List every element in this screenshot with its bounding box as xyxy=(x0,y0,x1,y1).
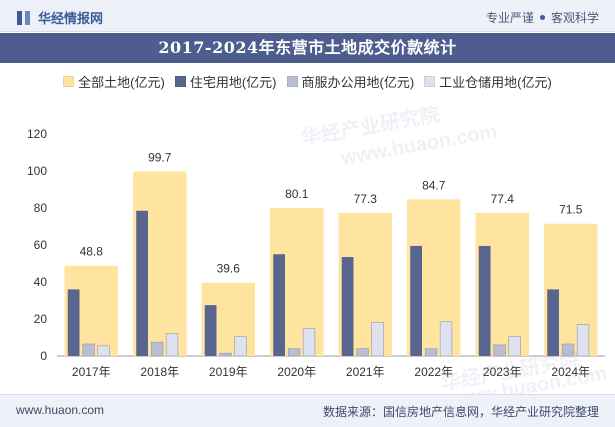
data-label-total: 84.7 xyxy=(422,178,446,192)
bar-commercial xyxy=(287,348,301,357)
data-label-total: 71.5 xyxy=(559,203,583,217)
y-tick-label: 120 xyxy=(27,127,47,141)
brand-logo[interactable]: 华经情报网 xyxy=(16,8,103,27)
chart-legend: 全部土地(亿元) 住宅用地(亿元) 商服办公用地(亿元) 工业仓储用地(亿元) xyxy=(0,72,615,91)
y-tick-label: 20 xyxy=(34,312,48,326)
bar-industrial xyxy=(508,336,521,357)
legend-label-total: 全部土地(亿元) xyxy=(78,75,165,90)
legend-label-residential: 住宅用地(亿元) xyxy=(189,75,277,90)
x-tick-label: 2020年 xyxy=(277,365,316,379)
bar-commercial xyxy=(150,341,164,357)
x-tick-label: 2019年 xyxy=(209,365,248,379)
top-bar: 华经情报网 专业严谨 客观科学 xyxy=(0,0,615,32)
bar-commercial xyxy=(493,344,506,357)
bar-residential xyxy=(410,245,422,356)
y-tick-label: 100 xyxy=(27,164,47,178)
bar-chart: 0 20 40 60 80 100 120 48.8 2017年 99.7 2018年 39.6 201… xyxy=(27,127,605,379)
bar-residential xyxy=(478,245,491,356)
chart-title-bar: 2017-2024年东营市土地成交价款统计 xyxy=(0,33,615,63)
data-label-total: 77.4 xyxy=(491,192,515,206)
footer-bar: www.huaon.com 数据来源：国信房地产信息网，华经产业研究院整理 xyxy=(0,394,615,427)
x-tick-label: 2017年 xyxy=(72,365,111,379)
footer-source: 数据来源：国信房地产信息网，华经产业研究院整理 xyxy=(322,405,599,419)
bar-industrial xyxy=(234,336,247,357)
footer-website[interactable]: www.huaon.com xyxy=(16,403,105,417)
bar-industrial xyxy=(302,327,316,357)
y-tick-label: 0 xyxy=(40,349,47,363)
bar-industrial xyxy=(576,324,590,357)
data-label-total: 48.8 xyxy=(80,245,104,259)
bar-residential xyxy=(204,305,217,356)
legend-swatch-industrial xyxy=(424,76,436,87)
bar-industrial xyxy=(165,333,179,357)
brand-logo-icon xyxy=(16,10,32,26)
x-tick-label: 2018年 xyxy=(140,365,179,379)
y-tick-label: 80 xyxy=(34,201,48,215)
x-tick-label: 2023年 xyxy=(483,365,522,379)
bar-industrial xyxy=(371,322,384,357)
chart-title: 2017-2024年东营市土地成交价款统计 xyxy=(158,38,457,57)
tagline-left: 专业严谨 xyxy=(485,11,534,25)
bar-residential xyxy=(273,254,285,356)
legend-item-total: 全部土地(亿元) xyxy=(63,72,165,91)
data-label-total: 77.3 xyxy=(354,192,378,206)
legend-swatch-residential xyxy=(174,76,186,87)
legend-item-commercial: 商服办公用地(亿元) xyxy=(286,72,415,91)
data-label-total: 80.1 xyxy=(285,187,309,201)
bar-commercial xyxy=(561,343,575,357)
bar-residential xyxy=(547,289,559,356)
legend-item-industrial: 工业仓储用地(亿元) xyxy=(424,72,552,91)
y-tick-label: 60 xyxy=(34,238,48,252)
x-tick-label: 2021年 xyxy=(346,365,385,379)
legend-swatch-total xyxy=(63,76,75,87)
data-label-total: 39.6 xyxy=(217,262,241,276)
legend-swatch-commercial xyxy=(286,76,298,87)
x-tick-label: 2024年 xyxy=(551,365,590,379)
legend-label-commercial: 商服办公用地(亿元) xyxy=(301,75,415,90)
brand-name: 华经情报网 xyxy=(38,11,104,26)
tagline-right: 客观科学 xyxy=(550,11,599,25)
bar-commercial xyxy=(82,343,95,357)
separator-dot-icon xyxy=(539,15,545,20)
bar-commercial xyxy=(424,348,438,357)
bar-residential xyxy=(136,210,148,356)
y-tick-label: 40 xyxy=(34,275,48,289)
data-label-total: 99.7 xyxy=(148,151,172,165)
bar-industrial xyxy=(97,345,110,357)
legend-item-residential: 住宅用地(亿元) xyxy=(174,72,277,91)
x-tick-label: 2022年 xyxy=(414,365,453,379)
legend-label-industrial: 工业仓储用地(亿元) xyxy=(439,75,552,90)
bar-residential xyxy=(341,257,354,356)
bar-industrial xyxy=(439,321,453,357)
bar-residential xyxy=(67,289,80,356)
tagline: 专业严谨 客观科学 xyxy=(486,9,599,26)
bar-commercial xyxy=(356,348,369,357)
bar-commercial xyxy=(219,352,232,357)
